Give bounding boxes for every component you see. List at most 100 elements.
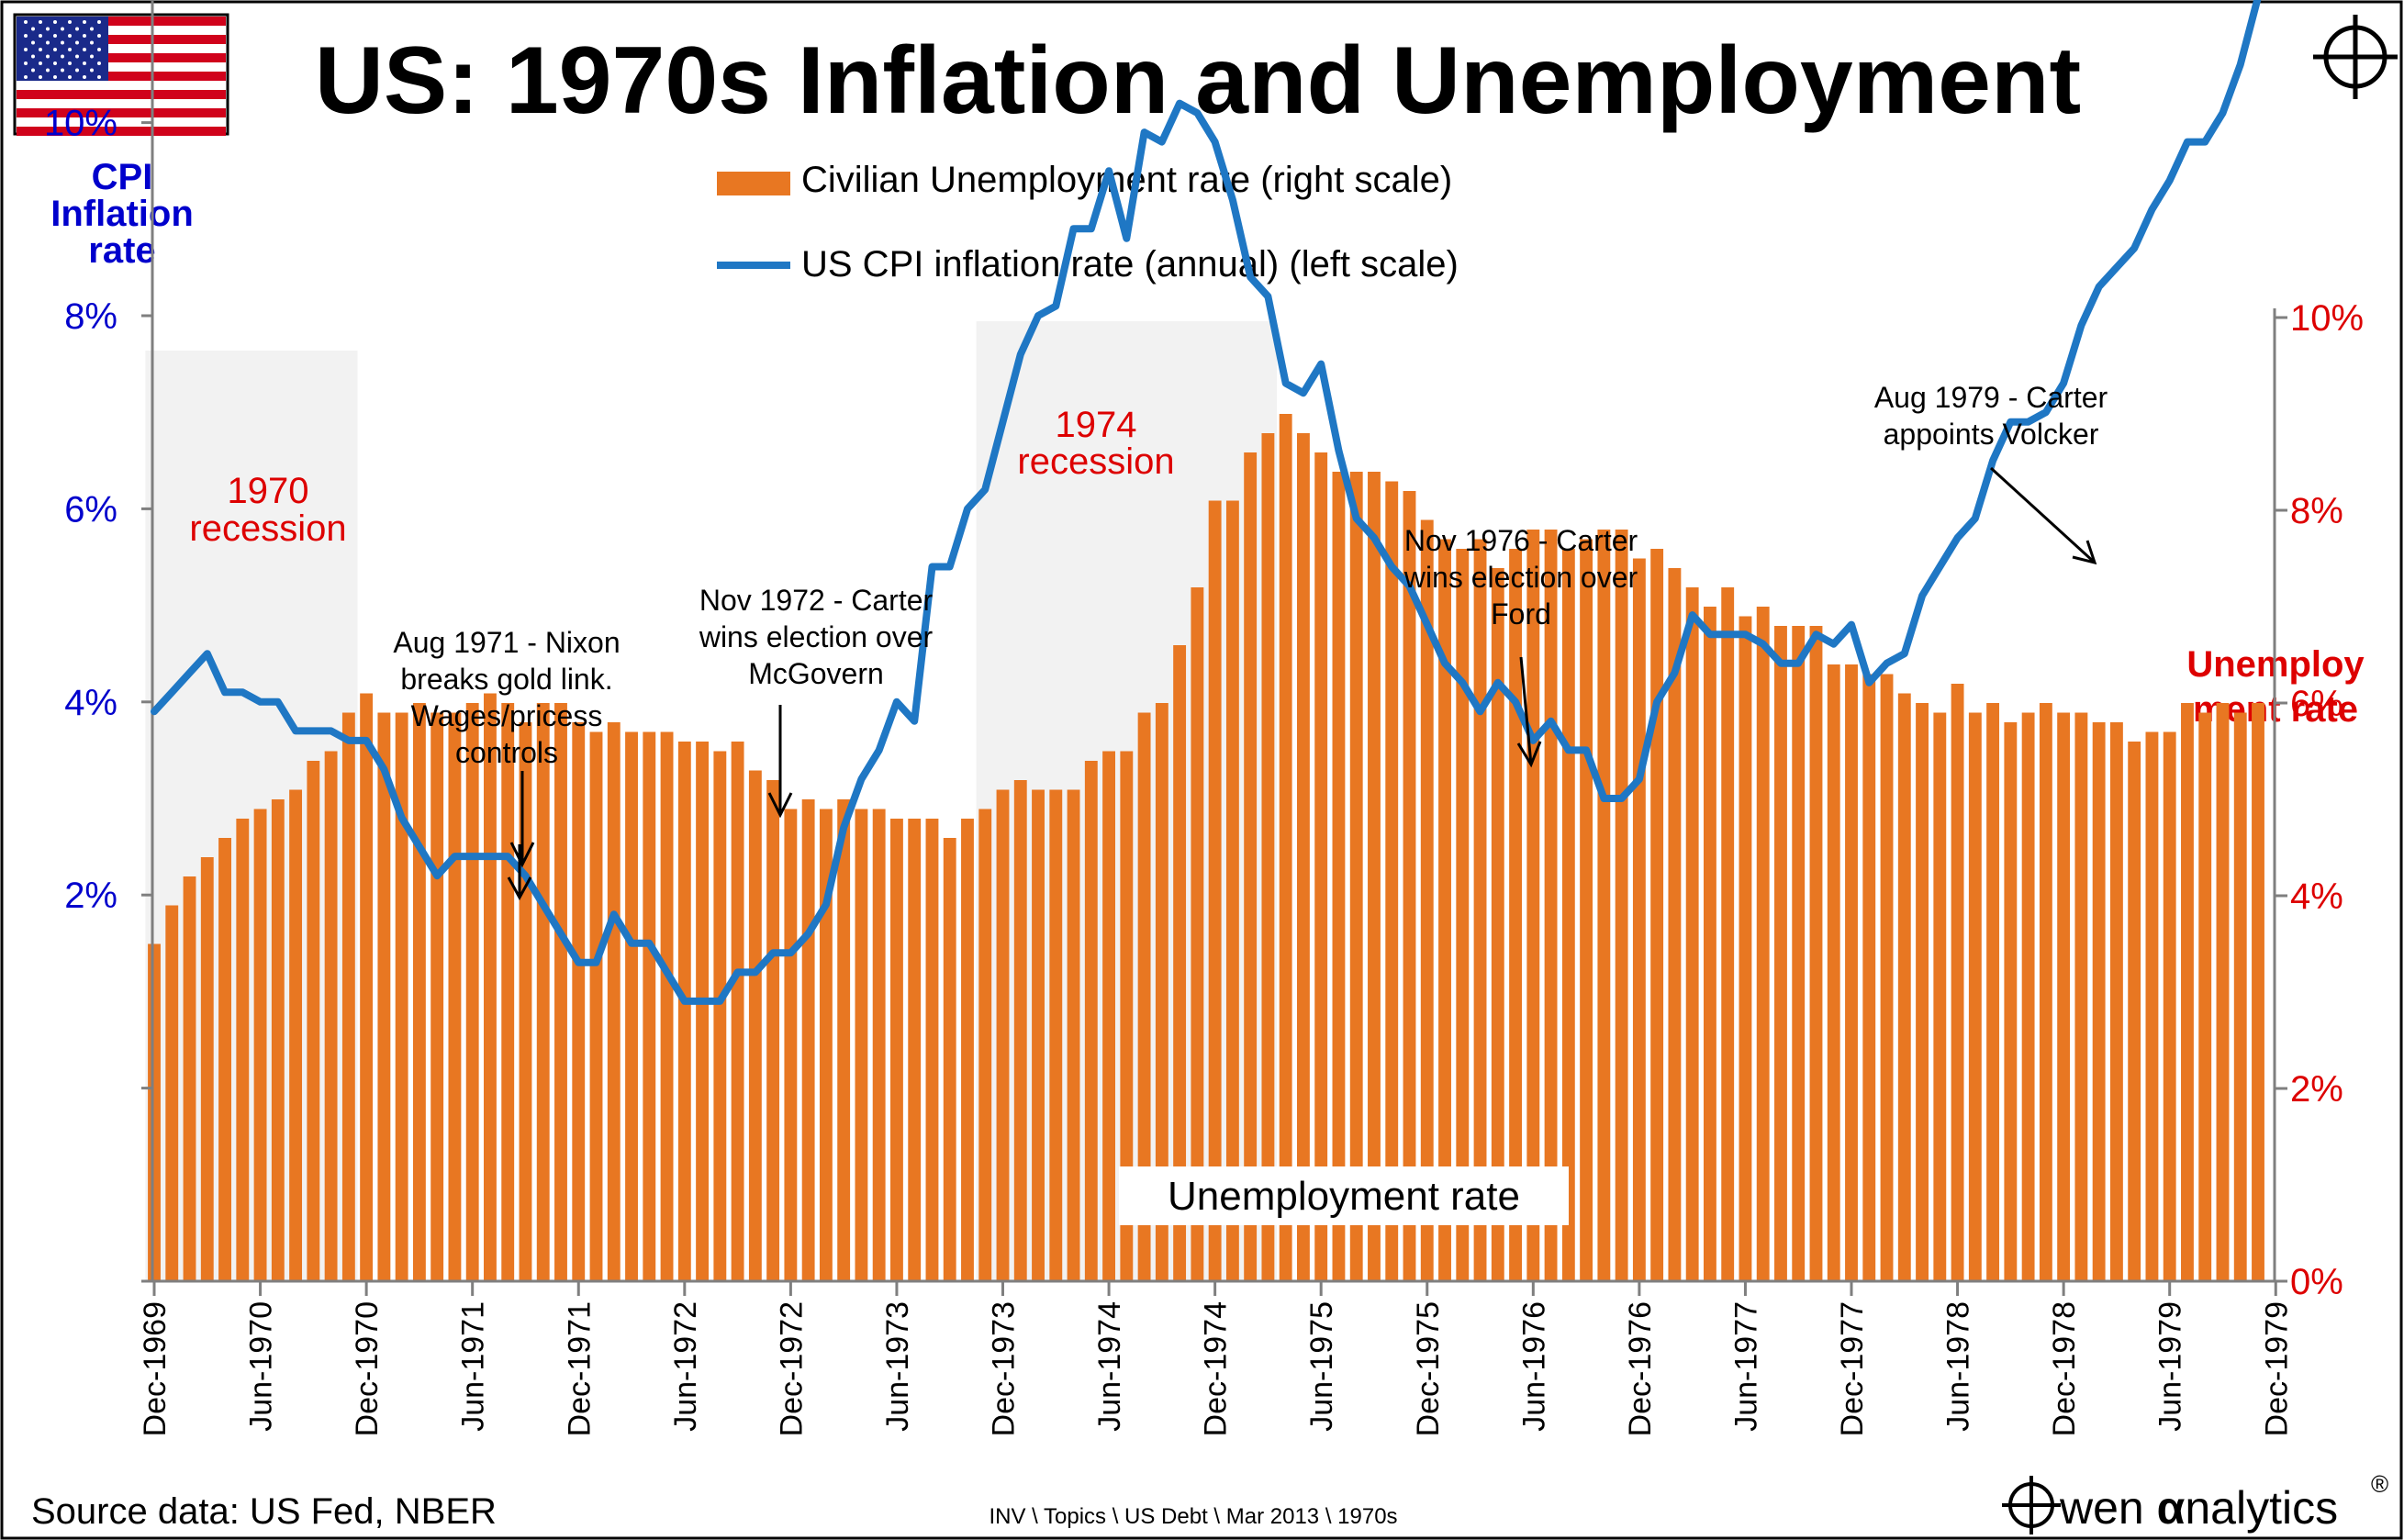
unemployment-bar <box>1420 519 1434 1281</box>
unemployment-bar <box>1561 549 1575 1281</box>
x-axis-tick-label: Dec-1978 <box>2047 1301 2082 1436</box>
unemployment-bar <box>1332 472 1346 1281</box>
unemployment-bar <box>1385 481 1399 1281</box>
unemployment-bar <box>1102 751 1116 1281</box>
inflation-line <box>151 0 2262 1005</box>
brand-logo: wen αnalytics ® <box>2002 1470 2388 1534</box>
bar-overlay-text: Unemployment rate <box>1168 1174 1520 1219</box>
unemployment-bar <box>607 722 621 1281</box>
unemployment-bar <box>554 703 567 1281</box>
recession-label-1970: 1970 recession <box>189 471 346 549</box>
unemployment-bar <box>1296 433 1310 1281</box>
unemployment-bar <box>324 751 338 1281</box>
right-axis-tick-label: 2% <box>2290 1069 2343 1110</box>
crosshair-logo-icon <box>2313 15 2398 99</box>
unemployment-bar <box>2145 731 2159 1281</box>
unemployment-bar <box>412 703 426 1281</box>
legend-bar-swatch <box>717 172 790 195</box>
source-note: Source data: US Fed, NBER <box>31 1491 497 1532</box>
unemployment-bar <box>1120 751 1134 1281</box>
annotation-carter-1976: Nov 1976 - Carter wins election over For… <box>1403 524 1638 631</box>
brand-text: wen αnalytics <box>2059 1482 2338 1534</box>
left-axis-title-line: CPI <box>92 157 153 197</box>
x-axis-tick-label: Jun-1973 <box>880 1301 915 1432</box>
unemployment-bar <box>183 876 196 1281</box>
recession-shade <box>145 351 358 1281</box>
unemployment-bar <box>501 703 515 1281</box>
unemployment-bar <box>643 731 656 1281</box>
unemployment-bar <box>801 799 815 1281</box>
unemployment-bar <box>236 819 250 1281</box>
left-axis-title: CPI Inflation rate <box>50 157 194 271</box>
recession-label-line: 1974 <box>1056 405 1137 445</box>
unemployment-bar <box>1349 472 1363 1281</box>
unemployment-bar <box>1137 712 1151 1281</box>
x-axis-tick-label: Dec-1969 <box>138 1301 173 1436</box>
arrow-carter-1976 <box>1516 656 1542 768</box>
unemployment-bar <box>2128 742 2141 1281</box>
unemployment-bar <box>1067 789 1080 1281</box>
unemployment-bar <box>253 809 267 1281</box>
x-axis-tick-label: Jun-1978 <box>1941 1301 1976 1432</box>
unemployment-bar <box>996 789 1010 1281</box>
unemployment-bar <box>696 742 710 1281</box>
unemployment-bar <box>484 693 497 1281</box>
x-axis-tick-label: Dec-1977 <box>1835 1301 1870 1436</box>
x-axis-tick-label: Jun-1970 <box>244 1301 279 1432</box>
unemployment-bar <box>1191 587 1204 1281</box>
recession-label-1974: 1974 recession <box>1017 405 1174 482</box>
x-axis-tick-label: Dec-1972 <box>774 1301 809 1436</box>
unemployment-bar <box>2004 722 2018 1281</box>
unemployment-bar <box>1615 530 1628 1281</box>
unemployment-bar <box>465 703 479 1281</box>
annotation-line: Nov 1972 - Carter <box>699 584 934 617</box>
unemployment-bar <box>1792 626 1806 1281</box>
unemployment-bar <box>1597 530 1611 1281</box>
annotation-line: breaks gold link. <box>400 663 612 696</box>
x-axis-tick-label: Jun-1971 <box>456 1301 491 1432</box>
unemployment-bar <box>1968 712 1982 1281</box>
annotation-line: controls <box>455 736 558 769</box>
unemployment-bar <box>2021 712 2035 1281</box>
annotation-line: Nov 1976 - Carter <box>1404 524 1638 557</box>
unemployment-bar <box>2252 703 2264 1281</box>
unemployment-bar <box>1845 664 1858 1281</box>
unemployment-bar <box>1279 414 1292 1281</box>
unemployment-bar <box>1632 558 1646 1281</box>
unemployment-bar <box>2074 712 2088 1281</box>
arrow-volcker <box>1989 466 2097 565</box>
x-axis-tick-label: Jun-1979 <box>2153 1301 2188 1432</box>
unemployment-bar <box>2057 712 2071 1281</box>
recession-label-line: recession <box>1017 441 1174 482</box>
unemployment-bar <box>1244 452 1258 1281</box>
arrow-nixon-2 <box>507 844 532 901</box>
x-axis-tick-label: Dec-1976 <box>1623 1301 1658 1436</box>
unemployment-bar <box>1756 607 1770 1281</box>
unemployment-bar <box>2198 712 2212 1281</box>
annotation-arrows <box>507 466 2097 901</box>
x-axis-tick-label: Dec-1975 <box>1411 1301 1446 1436</box>
unemployment-bar <box>1580 539 1593 1281</box>
unemployment-bar <box>748 770 762 1281</box>
unemployment-bar <box>1438 539 1451 1281</box>
x-axis-tick-label: Jun-1977 <box>1728 1301 1763 1432</box>
unemployment-bar <box>1509 549 1522 1281</box>
unemployment-bar <box>1155 703 1168 1281</box>
annotation-carter-1972: Nov 1972 - Carter wins election over McG… <box>699 584 934 690</box>
unemployment-bar <box>1774 626 1787 1281</box>
annotation-line: Wages/pricess <box>411 699 603 732</box>
unemployment-bar <box>1456 549 1470 1281</box>
annotation-line: Aug 1971 - Nixon <box>393 626 620 659</box>
unemployment-bar <box>1314 452 1328 1281</box>
unemployment-bar <box>1951 684 1964 1281</box>
footer-path: INV \ Topics \ US Debt \ Mar 2013 \ 1970… <box>989 1504 1397 1529</box>
recession-label-line: 1970 <box>228 471 309 511</box>
unemployment-bar <box>872 809 886 1281</box>
annotation-line: wins election over <box>1403 561 1638 594</box>
arrow-nixon-1 <box>509 771 535 868</box>
unemployment-bar <box>677 742 691 1281</box>
left-axis-tick-label: 10% <box>44 104 117 144</box>
unemployment-bar <box>855 809 868 1281</box>
unemployment-bar <box>1916 703 1929 1281</box>
